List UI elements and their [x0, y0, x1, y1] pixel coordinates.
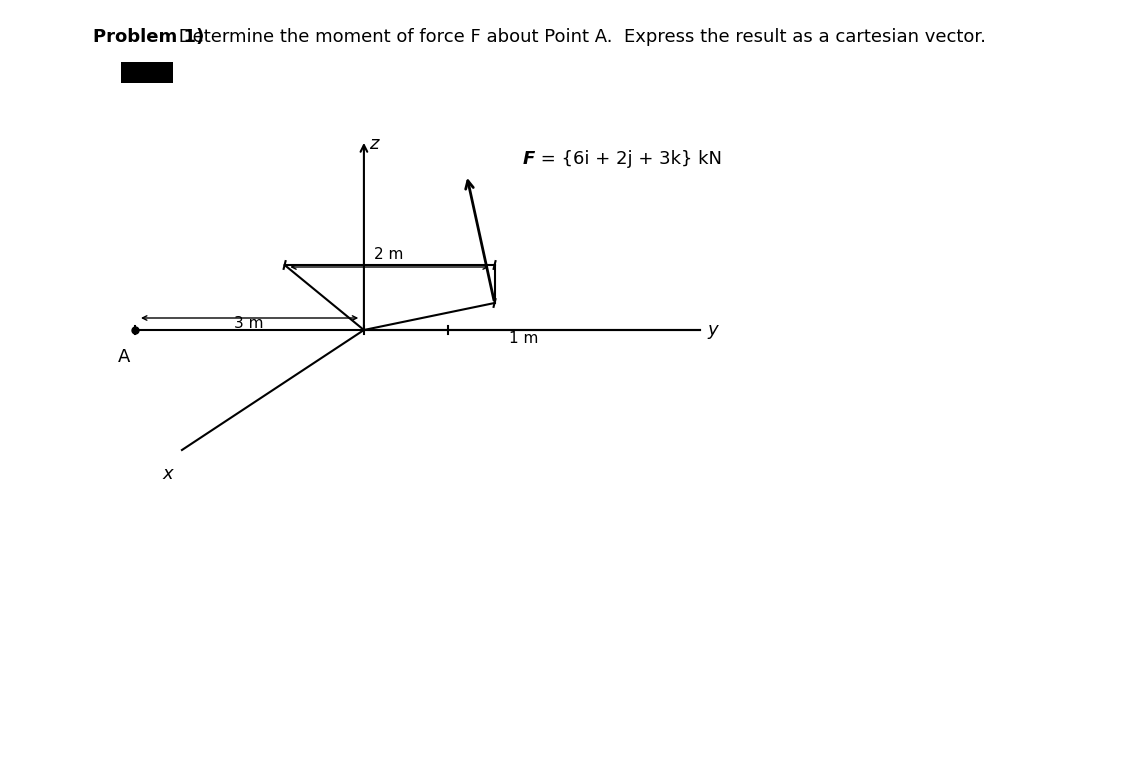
Text: = {6i + 2j + 3k} kN: = {6i + 2j + 3k} kN: [535, 150, 721, 168]
Text: 2 m: 2 m: [375, 247, 403, 262]
Text: Problem 1): Problem 1): [93, 28, 204, 46]
Text: z: z: [368, 135, 378, 153]
Text: 1 m: 1 m: [509, 331, 538, 345]
Text: Determine the moment of force F about Point A.  Express the result as a cartesia: Determine the moment of force F about Po…: [173, 28, 986, 46]
Text: A: A: [118, 348, 131, 366]
Text: x: x: [162, 465, 173, 483]
Text: F: F: [523, 150, 535, 168]
Text: y: y: [708, 321, 718, 339]
Text: 3 m: 3 m: [234, 316, 264, 331]
Bar: [122, 62, 173, 83]
